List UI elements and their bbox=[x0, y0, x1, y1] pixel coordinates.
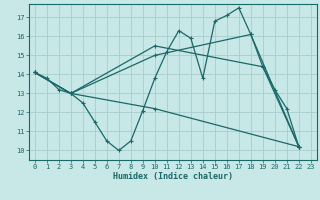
X-axis label: Humidex (Indice chaleur): Humidex (Indice chaleur) bbox=[113, 172, 233, 181]
